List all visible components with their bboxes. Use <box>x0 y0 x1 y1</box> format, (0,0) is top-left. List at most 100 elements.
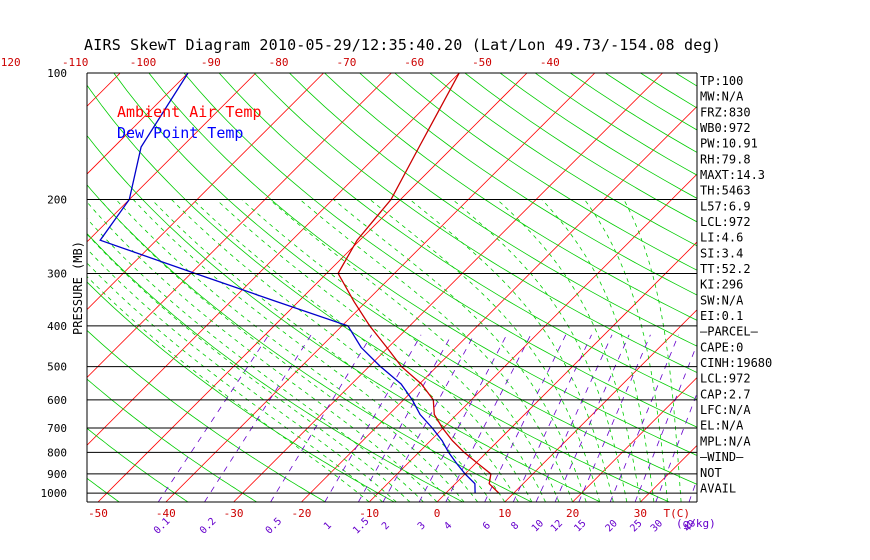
stat-line: MAXT:14.3 <box>700 168 765 182</box>
moist-adiabat-line <box>87 275 370 502</box>
pressure-tick-label: 300 <box>47 267 67 280</box>
isotherm-line <box>165 73 596 502</box>
isotherm-line <box>0 73 52 502</box>
temp-tick-label-bottom: 20 <box>566 507 579 520</box>
stat-line: EL:N/A <box>700 419 744 433</box>
moist-adiabat-line <box>584 199 668 502</box>
mixing-ratio-line <box>535 334 613 502</box>
moist-adiabat-line <box>87 218 424 502</box>
temp-tick-label-top: -50 <box>472 56 492 69</box>
stat-line: —WIND— <box>700 450 744 464</box>
isotherm-line <box>87 73 121 107</box>
stat-line: WB0:972 <box>700 121 751 135</box>
temperature-profile-line <box>337 73 500 494</box>
stat-line: AVAIL <box>700 481 736 495</box>
moist-adiabat-line <box>132 199 479 502</box>
mixing-ratio-tick-label: 8 <box>509 520 521 532</box>
moist-adiabat-line <box>171 199 506 502</box>
dry-adiabat-line <box>253 73 697 373</box>
isotherm-line <box>233 73 663 502</box>
moist-adiabat-line <box>87 201 438 502</box>
isotherm-line <box>87 73 189 175</box>
temp-tick-label-top: -100 <box>130 56 157 69</box>
plot-area <box>0 73 870 502</box>
pressure-tick-label: 100 <box>47 67 67 80</box>
temp-tick-label-bottom: -10 <box>359 507 379 520</box>
isotherm-line <box>87 73 324 311</box>
mixing-ratio-tick-label: 25 <box>628 518 644 534</box>
stat-line: CINH:19680 <box>700 356 772 370</box>
stat-line: L57:6.9 <box>700 199 751 213</box>
temp-tick-label-bottom: -40 <box>156 507 176 520</box>
dry-adiabat-line <box>113 73 697 485</box>
mixing-ratio-line <box>204 334 312 502</box>
dry-adiabat-line <box>87 232 464 502</box>
pressure-tick-label: 1000 <box>41 487 68 500</box>
moist-adiabat-line <box>369 199 601 502</box>
dry-adiabat-line <box>781 73 870 502</box>
dry-adiabat-line <box>816 73 870 502</box>
mixing-ratio-line <box>324 334 422 502</box>
y-axis-label: PRESSURE (MB) <box>71 241 85 335</box>
moist-adiabat-line <box>87 233 411 502</box>
stat-line: KI:296 <box>700 278 743 292</box>
isotherm-line <box>87 73 460 446</box>
temp-tick-label-bottom: -50 <box>88 507 108 520</box>
dry-adiabat-line <box>218 73 697 400</box>
dry-adiabat-line <box>0 73 51 502</box>
isotherm-line <box>776 73 870 502</box>
isotherm-line <box>436 241 697 502</box>
mixing-ratio-line <box>157 334 270 502</box>
stat-line: RH:79.8 <box>700 152 751 166</box>
mixing-ratio-tick-label: 0.5 <box>264 516 285 537</box>
dry-adiabat-line <box>87 281 395 502</box>
mixing-ratio-unit-label: (g/kg) <box>676 517 716 530</box>
mixing-ratio-line <box>382 334 475 502</box>
isotherm-line <box>844 73 870 502</box>
mixing-ratio-tick-label: 20 <box>604 518 620 534</box>
moist-adiabat-line <box>192 199 519 502</box>
mixing-ratio-tick-label: 0.2 <box>198 516 219 537</box>
moist-adiabat-line <box>87 248 397 502</box>
moist-adiabat-line <box>87 262 384 502</box>
mixing-ratio-line <box>418 334 508 502</box>
pressure-tick-label: 600 <box>47 394 67 407</box>
mixing-ratio-line <box>445 334 532 502</box>
temp-tick-label-bottom: 30 <box>634 507 647 520</box>
isotherm-line <box>87 73 257 243</box>
mixing-ratio-tick-label: 10 <box>530 518 546 534</box>
temp-tick-label-top: -60 <box>404 56 424 69</box>
stat-line: EI:0.1 <box>700 309 743 323</box>
isotherm-line <box>504 309 697 502</box>
temp-tick-label-top: -40 <box>540 56 560 69</box>
stat-line: TT:52.2 <box>700 262 751 276</box>
pressure-tick-label: 800 <box>47 446 67 459</box>
temp-unit-label: T(C) <box>664 507 691 520</box>
dry-adiabat-line <box>464 73 697 223</box>
mixing-ratio-tick-label: 12 <box>549 518 565 534</box>
dry-adiabat-line <box>87 184 532 502</box>
dry-adiabat-line <box>87 329 326 502</box>
temp-tick-label-top: -120 <box>0 56 21 69</box>
pressure-tick-label: 700 <box>47 422 67 435</box>
moist-adiabat-line <box>299 199 573 502</box>
moist-adiabat-line <box>409 199 614 502</box>
mixing-ratio-tick-label: 30 <box>649 518 665 534</box>
dry-adiabat-line <box>394 73 697 271</box>
moist-adiabat-line <box>623 199 682 502</box>
dewpoint-profile-line <box>99 73 476 494</box>
stat-line: TH:5463 <box>700 184 751 198</box>
moist-adiabat-line <box>496 199 641 502</box>
stat-line: MPL:N/A <box>700 434 751 448</box>
mixing-ratio-tick-label: 4 <box>442 520 454 532</box>
dry-adiabat-line <box>87 378 257 502</box>
mixing-ratio-line <box>358 334 452 502</box>
temp-tick-label-top: -110 <box>62 56 89 69</box>
isotherm-line <box>301 105 697 502</box>
temp-tick-label-bottom: -30 <box>224 507 244 520</box>
isotherm-line <box>97 73 528 502</box>
dry-adiabat-line <box>183 73 697 428</box>
stat-line: LI:4.6 <box>700 231 743 245</box>
moist-adiabat-line <box>541 199 655 502</box>
